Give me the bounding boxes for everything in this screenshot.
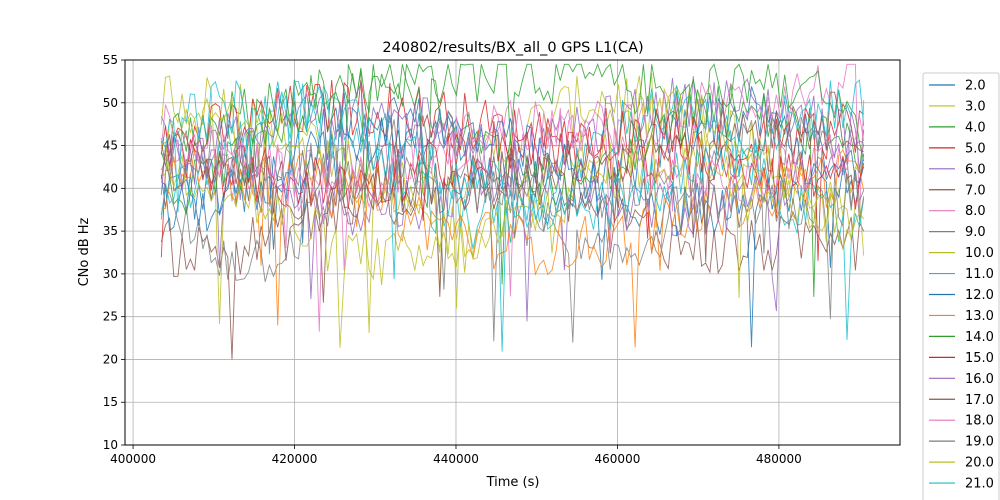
legend-label: 17.0 bbox=[965, 393, 994, 408]
legend-label: 12.0 bbox=[965, 288, 994, 303]
y-axis-label: CNo dB Hz bbox=[77, 217, 92, 286]
legend: 2.0 3.0 4.0 5.0 6.0 7.0 8.0 9.0 10.0 11.0 12.0 13.0… bbox=[922, 72, 1000, 500]
y-tick-label: 40 bbox=[103, 181, 118, 195]
chart-title: 240802/results/BX_all_0 GPS L1(CA) bbox=[382, 40, 643, 56]
y-tick-label: 35 bbox=[103, 224, 118, 238]
legend-label: 10.0 bbox=[965, 246, 994, 261]
series-line-2.0 bbox=[160, 86, 865, 250]
legend-label: 11.0 bbox=[965, 267, 994, 282]
legend-label: 9.0 bbox=[965, 225, 986, 240]
legend-label: 21.0 bbox=[965, 477, 994, 492]
series-line-18.0 bbox=[160, 99, 865, 332]
legend-label: 2.0 bbox=[965, 79, 986, 94]
x-axis-label: Time (s) bbox=[486, 475, 540, 490]
y-tick-label: 10 bbox=[103, 438, 118, 452]
x-tick-label: 420000 bbox=[272, 452, 318, 466]
series-line-10.0 bbox=[161, 83, 865, 299]
legend-label: 18.0 bbox=[965, 414, 994, 429]
legend-label: 5.0 bbox=[965, 141, 986, 156]
series-line-19.0 bbox=[161, 129, 865, 342]
y-tick-label: 25 bbox=[103, 310, 118, 324]
axis-ticks: 400000 420000 440000 460000 480000 10 15 20 25 30… bbox=[103, 53, 802, 466]
series-line-5.0 bbox=[160, 79, 864, 261]
legend-label: 7.0 bbox=[965, 183, 986, 198]
series-line-16.0 bbox=[160, 83, 864, 322]
plot-series bbox=[160, 62, 865, 360]
x-tick-label: 440000 bbox=[433, 452, 479, 466]
legend-label: 13.0 bbox=[965, 309, 994, 324]
y-tick-label: 55 bbox=[103, 53, 118, 67]
x-tick-label: 460000 bbox=[595, 452, 641, 466]
legend-label: 4.0 bbox=[965, 120, 986, 135]
legend-label: 15.0 bbox=[965, 351, 994, 366]
y-tick-label: 50 bbox=[103, 96, 118, 110]
x-tick-label: 400000 bbox=[110, 452, 156, 466]
series-line-20.0 bbox=[161, 134, 865, 348]
legend-label: 8.0 bbox=[965, 204, 986, 219]
plot-frame bbox=[124, 59, 901, 446]
y-tick-label: 30 bbox=[103, 267, 118, 281]
y-tick-label: 20 bbox=[103, 352, 118, 366]
legend-label: 19.0 bbox=[965, 435, 994, 450]
y-tick-label: 45 bbox=[103, 139, 118, 153]
legend-label: 14.0 bbox=[965, 330, 994, 345]
series-line-17.0 bbox=[160, 91, 864, 303]
x-tick-label: 480000 bbox=[756, 452, 802, 466]
series-line-21.0 bbox=[160, 79, 865, 280]
y-tick-label: 15 bbox=[103, 395, 118, 409]
legend-label: 16.0 bbox=[965, 372, 994, 387]
series-line-6.0 bbox=[160, 76, 865, 300]
series-line-11.0 bbox=[160, 83, 865, 352]
legend-label: 3.0 bbox=[965, 99, 986, 114]
legend-label: 20.0 bbox=[965, 456, 994, 471]
series-line-9.0 bbox=[160, 114, 865, 343]
legend-label: 6.0 bbox=[965, 162, 986, 177]
legend-box bbox=[922, 72, 1000, 500]
